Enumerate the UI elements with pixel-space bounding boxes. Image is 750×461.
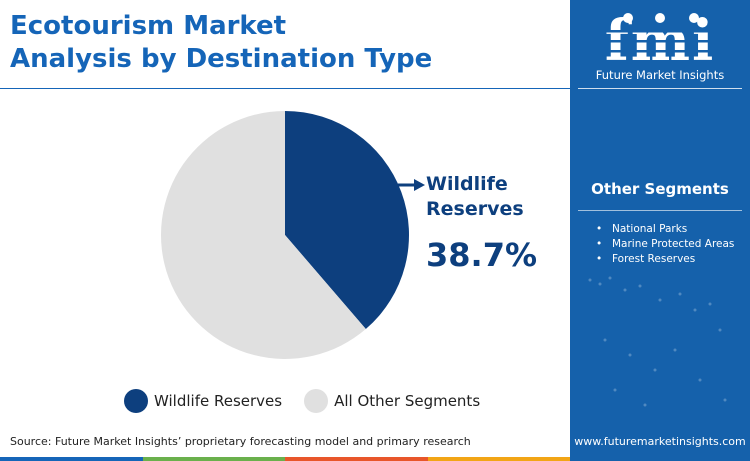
bar-segment <box>285 457 428 461</box>
bar-segment <box>427 457 570 461</box>
fmi-logo: fmi <box>600 8 720 74</box>
segment-item: National Parks <box>596 222 734 237</box>
segment-item: Forest Reserves <box>596 252 734 267</box>
legend-label: All Other Segments <box>334 392 481 410</box>
title-divider <box>0 88 570 89</box>
chart-title: Ecotourism Market Analysis by Destinatio… <box>10 10 560 76</box>
legend-swatch <box>304 389 329 413</box>
brand-panel: fmi Future Market Insights Other Segment… <box>570 0 750 461</box>
segment-item: Marine Protected Areas <box>596 237 734 252</box>
pie-slice-wildlife-reserves <box>285 111 409 330</box>
other-segments-title: Other Segments <box>591 180 729 198</box>
bottom-color-bar <box>0 457 570 461</box>
website-url: www.futuremarketinsights.com <box>574 435 746 448</box>
legend-item-all-other-segments: All Other Segments <box>304 389 480 413</box>
pie-slice-all-other-segments <box>161 111 366 359</box>
pie-chart <box>161 111 409 359</box>
legend-item-wildlife-reserves: Wildlife Reserves <box>124 389 282 413</box>
legend-swatch <box>124 389 148 413</box>
title-line-2: Analysis by Destination Type <box>10 44 433 74</box>
other-segments-list: National Parks Marine Protected Areas Fo… <box>596 222 734 267</box>
chart-panel: Ecotourism Market Analysis by Destinatio… <box>0 10 570 461</box>
source-note: Source: Future Market Insights’ propriet… <box>10 435 471 448</box>
other-segments-divider <box>578 210 742 211</box>
callout-value: 38.7% <box>426 236 538 274</box>
logo-divider <box>578 88 742 89</box>
logo-tagline: Future Market Insights <box>595 68 725 82</box>
legend-label: Wildlife Reserves <box>154 392 283 410</box>
callout-label: Wildlife Reserves <box>426 173 524 220</box>
bar-segment <box>142 457 285 461</box>
arrow-right-icon <box>398 179 425 191</box>
bar-segment <box>0 457 143 461</box>
title-line-1: Ecotourism Market <box>10 11 287 41</box>
legend: Wildlife Reserves All Other Segments <box>124 388 502 414</box>
world-map-pattern-icon <box>588 276 727 407</box>
